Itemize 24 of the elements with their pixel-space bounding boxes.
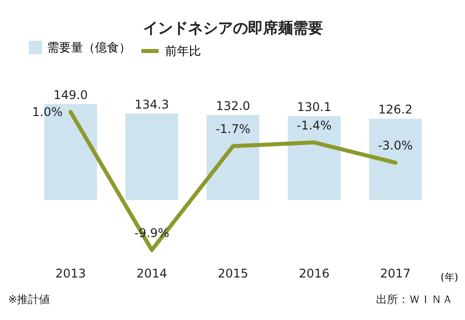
x-tick-label: 2013 — [55, 266, 86, 280]
data-label: 126.2 — [378, 102, 413, 117]
x-axis-title: (年) — [440, 272, 458, 284]
data-label: -1.4% — [296, 118, 332, 132]
chart-title: インドネシアの即席麺需要 — [143, 19, 323, 37]
data-label: -3.0% — [378, 138, 413, 153]
legend-label: 前年比 — [165, 44, 201, 58]
x-tick-label: 2014 — [136, 266, 168, 280]
data-label: 149.0 — [53, 88, 88, 102]
bar — [368, 118, 422, 200]
text: ※推計値 — [8, 293, 50, 306]
data-label: 134.3 — [134, 97, 169, 112]
bar — [288, 116, 341, 200]
x-tick-label: 2017 — [380, 266, 411, 280]
data-label: 132.0 — [216, 98, 250, 113]
data-label: 130.1 — [297, 100, 332, 114]
legend-label: 需要量（億食） — [47, 40, 131, 54]
data-label: 1.0% — [32, 105, 63, 119]
bar — [125, 113, 178, 200]
x-tick-label: 2016 — [298, 266, 330, 280]
bar — [206, 114, 260, 200]
x-tick-label: 2015 — [218, 266, 248, 280]
data-label: -1.7% — [216, 122, 250, 136]
text: 出所：ＷＩＮＡ — [376, 293, 453, 306]
